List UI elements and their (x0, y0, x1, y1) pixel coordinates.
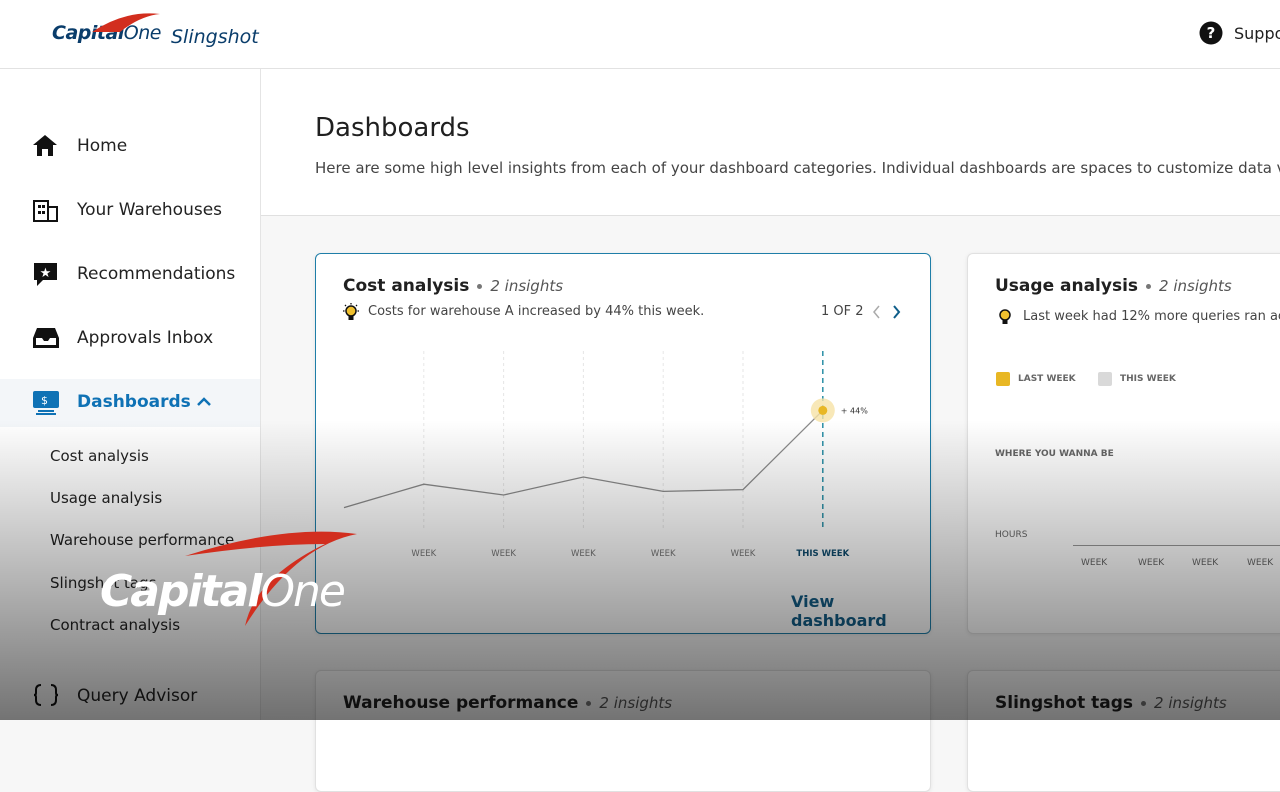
card-title-text: Usage analysis (995, 276, 1139, 296)
x-tick-label: WEEK (491, 549, 516, 559)
card-title: Usage analysis 2 insights (995, 276, 1232, 296)
cost-card[interactable]: Cost analysis 2 insights Costs for wareho… (315, 253, 931, 634)
warehouse-card[interactable]: Warehouse performance 2 insights (315, 670, 931, 792)
insight-count: 2 insights (599, 694, 673, 712)
help-icon[interactable]: ? (1199, 21, 1223, 45)
insight-count: 2 insights (1154, 694, 1227, 712)
svg-text:★: ★ (40, 266, 52, 281)
support-link[interactable]: Support (1234, 24, 1280, 43)
x-tick-label: WEEK (651, 549, 676, 559)
warehouse-icon (33, 200, 58, 222)
watermark-brand: Capital (100, 566, 262, 617)
nav-item[interactable]: Approvals Inbox (77, 328, 214, 348)
card-title-text: Cost analysis (343, 276, 470, 296)
view-dashboard-link[interactable]: View dashboard (791, 592, 887, 630)
card-title: Cost analysis 2 insights (343, 276, 563, 296)
separator (586, 700, 592, 706)
query-icon (33, 684, 59, 706)
card-title: Warehouse performance 2 insights (343, 693, 672, 713)
nav-item[interactable]: Query Advisor (77, 686, 198, 706)
x-tick-label: THIS WEEK (796, 549, 849, 559)
bulb-icon (343, 303, 359, 320)
x-tick-label: WEEK (571, 549, 596, 559)
page-title: Dashboards (315, 113, 470, 143)
nav-item[interactable]: Recommendations (77, 264, 236, 284)
nav-item[interactable]: Home (77, 136, 128, 156)
nav-subitem[interactable]: Cost analysis (50, 447, 149, 465)
collapse-chevron[interactable] (196, 396, 212, 408)
card-title: Slingshot tags 2 insights (995, 693, 1227, 713)
home-icon (33, 135, 57, 156)
legend-label: LAST WEEK (1018, 374, 1076, 384)
logo-suffix: One (123, 22, 162, 44)
nav-item[interactable]: Your Warehouses (77, 200, 223, 220)
separator (1146, 283, 1152, 289)
insight-text: Costs for warehouse A increased by 44% t… (368, 304, 705, 319)
highlight-point (818, 405, 828, 415)
annotation: + 44% (841, 406, 868, 415)
nav-item-active[interactable]: Dashboards (77, 392, 191, 412)
pager: 1 OF 2 (821, 304, 864, 319)
x-tick-label: WEEK (1081, 558, 1108, 568)
axis-label: HOURS (995, 530, 1028, 540)
insight-count: 2 insights (490, 277, 564, 295)
usage-card[interactable]: Usage analysis 2 insights Last week had 1… (967, 253, 1280, 634)
cost-chart: WEEK WEEK WEEK WEEK WEEK THIS WEEK + 44% (343, 351, 868, 559)
target-label: WHERE YOU WANNA BE (995, 449, 1114, 459)
x-tick-label: WEEK (1247, 558, 1274, 568)
x-axis-line (1073, 545, 1280, 546)
page-header: Dashboards Here are some high level insi… (261, 69, 1280, 216)
separator (477, 283, 483, 289)
x-tick-label: WEEK (731, 549, 756, 559)
tags-card[interactable]: Slingshot tags 2 insights (967, 670, 1280, 792)
bulb-icon (999, 309, 1011, 324)
watermark: CapitalOne (100, 566, 346, 617)
recommendations-icon: ★ (34, 263, 57, 286)
x-tick-label: WEEK (411, 549, 436, 559)
separator (1141, 700, 1147, 706)
logo-swoosh (92, 13, 160, 32)
header: CapitalOne Slingshot ? Support (0, 0, 1280, 69)
legend-label: THIS WEEK (1120, 374, 1176, 384)
product-name: Slingshot (171, 26, 259, 48)
svg-text:$: $ (41, 394, 48, 407)
card-title-text: Slingshot tags (995, 693, 1134, 713)
legend-swatch (1098, 372, 1112, 386)
nav-subitem[interactable]: Usage analysis (50, 489, 163, 507)
insight-text: Last week had 12% more queries ran acros… (1023, 309, 1280, 324)
card-title-text: Warehouse performance (343, 693, 579, 713)
dashboards-icon: $ (33, 391, 59, 415)
legend-swatch (996, 372, 1010, 386)
watermark-suffix: One (260, 566, 346, 617)
x-tick-label: WEEK (1138, 558, 1165, 568)
insight-count: 2 insights (1159, 277, 1232, 295)
x-tick-label: WEEK (1192, 558, 1219, 568)
svg-text:?: ? (1207, 24, 1216, 42)
pager-arrows[interactable] (871, 305, 907, 319)
inbox-icon (33, 328, 59, 348)
page-description: Here are some high level insights from e… (315, 159, 1280, 177)
